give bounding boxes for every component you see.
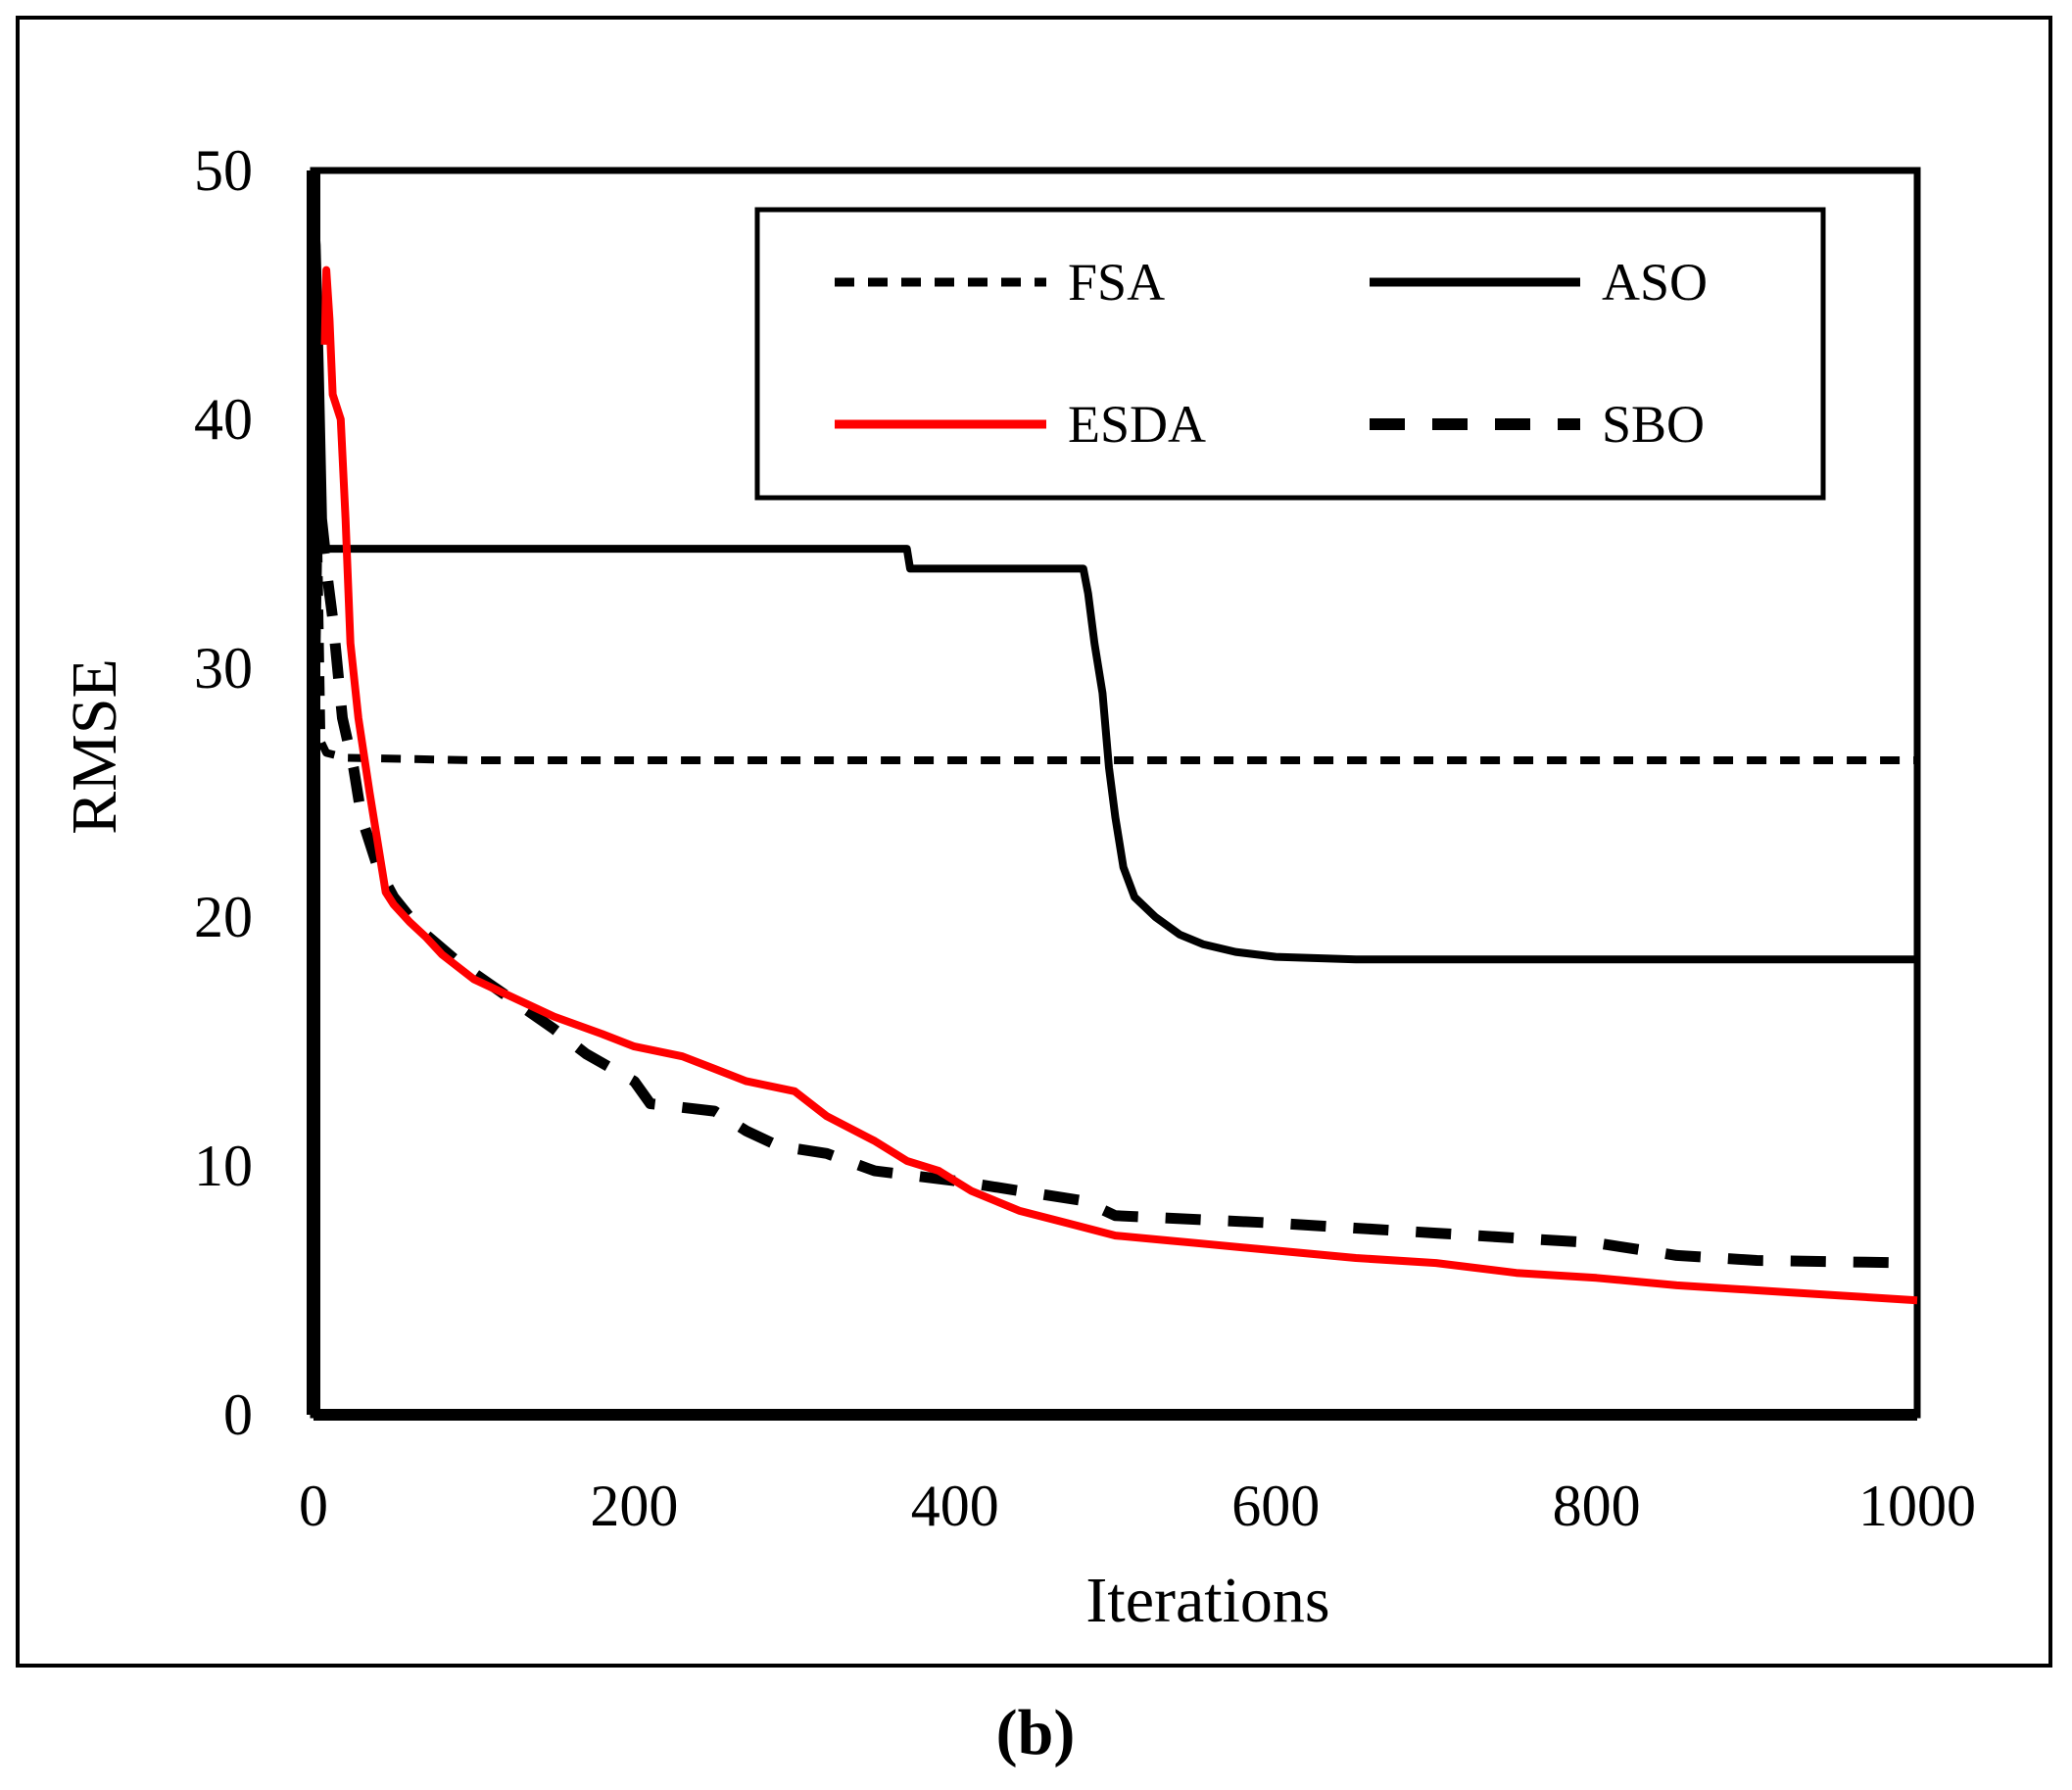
y-tick-label: 20 [194, 885, 253, 949]
figure-frame [16, 16, 2052, 1668]
x-tick-label: 0 [299, 1474, 328, 1538]
tick-labels: 0 200 400 600 800 1000 0 10 20 30 40 50 [194, 138, 1976, 1538]
x-tick-label: 200 [590, 1474, 678, 1538]
y-tick-label: 30 [194, 636, 253, 701]
legend-label-sbo: SBO [1602, 395, 1705, 454]
series-line-esda [320, 266, 1918, 1305]
legend: FSA ASO ESDA SBO [754, 207, 1826, 501]
series-line-aso [310, 195, 1917, 964]
x-axis-title: Iterations [1085, 1565, 1329, 1636]
figure-caption: (b) [996, 1697, 1076, 1768]
series-line-fsa [311, 540, 1917, 764]
series-line-sbo [314, 517, 1918, 1269]
legend-label-fsa: FSA [1068, 253, 1165, 312]
y-axis-title: RMSE [59, 658, 130, 835]
legend-label-aso: ASO [1602, 253, 1708, 312]
y-tick-label: 0 [223, 1382, 253, 1447]
legend-box [754, 207, 1826, 501]
x-tick-label: 800 [1553, 1474, 1641, 1538]
y-tick-label: 40 [194, 387, 253, 452]
legend-label-esda: ESDA [1068, 395, 1206, 454]
x-tick-label: 400 [911, 1474, 999, 1538]
series-layer [310, 195, 1918, 1305]
x-tick-label: 1000 [1858, 1474, 1976, 1538]
y-tick-label: 10 [194, 1134, 253, 1198]
y-tick-label: 50 [194, 138, 253, 203]
x-tick-label: 600 [1231, 1474, 1320, 1538]
